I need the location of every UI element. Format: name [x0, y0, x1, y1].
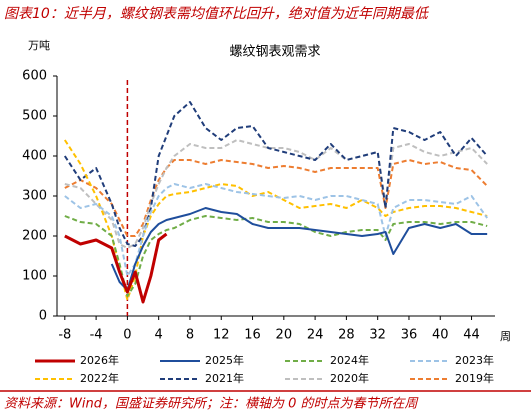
source: 资料来源：Wind，国盛证券研究所；注：横轴为 0 的时点为春节所在周	[4, 396, 419, 412]
x-tick-label: 4	[155, 328, 163, 343]
legend-label: 2024年	[330, 353, 369, 367]
x-tick-label: 24	[307, 328, 324, 343]
x-tick-label: 40	[432, 328, 449, 343]
chart-title: 螺纹钢表观需求	[229, 45, 320, 60]
series-line	[64, 215, 488, 297]
series-line	[64, 183, 488, 277]
x-tick-label: 0	[123, 328, 131, 343]
x-tick-label: 44	[463, 328, 480, 343]
legend-label: 2026年	[80, 353, 119, 367]
y-tick-label: 500	[22, 109, 47, 124]
series-line	[63, 101, 488, 247]
y-tick-label: 400	[22, 149, 47, 164]
y-unit: 万吨	[28, 39, 50, 52]
x-tick-label: 36	[401, 328, 418, 343]
legend-label: 2023年	[455, 353, 494, 367]
x-tick-label: 16	[244, 328, 261, 343]
x-tick-label: 8	[186, 328, 194, 343]
x-unit: 周	[500, 330, 511, 343]
series-line	[63, 139, 488, 301]
y-tick-label: 0	[39, 309, 47, 324]
legend-label: 2021年	[205, 371, 244, 385]
y-tick-label: 200	[22, 229, 47, 244]
header: 图表10：近半月，螺纹钢表需均值环比回升，绝对值为近年同期最低	[4, 6, 430, 22]
x-tick-label: -4	[90, 328, 103, 343]
legend-label: 2020年	[330, 371, 369, 385]
series-line	[64, 232, 168, 304]
x-tick-label: 28	[338, 328, 355, 343]
x-tick-label: 12	[213, 328, 230, 343]
legend-label: 2019年	[455, 371, 494, 385]
x-tick-label: -8	[58, 328, 71, 343]
series-line	[64, 139, 488, 249]
y-tick-label: 300	[22, 189, 47, 204]
legend-label: 2022年	[80, 371, 119, 385]
series-line	[110, 207, 488, 291]
series-line	[64, 159, 488, 237]
x-tick-label: 32	[369, 328, 386, 343]
x-tick-label: 20	[276, 328, 293, 343]
y-tick-label: 600	[22, 69, 47, 84]
legend-label: 2025年	[205, 353, 244, 367]
y-tick-label: 100	[22, 269, 47, 284]
